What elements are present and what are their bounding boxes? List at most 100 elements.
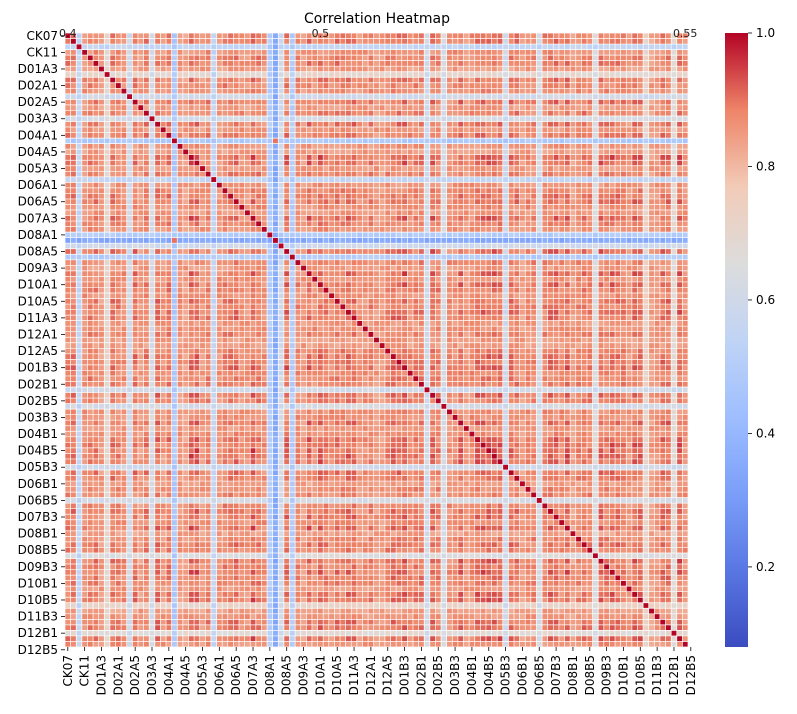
heatmap-cell [463, 60, 470, 67]
heatmap-cell [149, 127, 155, 133]
heatmap-cell [188, 93, 195, 100]
heatmap-cell [452, 104, 458, 111]
heatmap-cell [547, 49, 554, 56]
heatmap-cell [525, 243, 531, 249]
heatmap-cell [109, 204, 116, 211]
heatmap-cell [379, 88, 385, 94]
heatmap-cell [581, 121, 588, 128]
heatmap-cell [334, 104, 341, 111]
heatmap-cell [76, 243, 82, 249]
heatmap-cell [362, 121, 369, 128]
heatmap-cell [210, 71, 217, 78]
heatmap-cell [654, 171, 660, 177]
heatmap-cell [98, 226, 105, 233]
heatmap-cell [429, 55, 436, 61]
heatmap-cell [581, 127, 588, 133]
heatmap-cell [643, 132, 649, 139]
heatmap-cell [384, 182, 391, 188]
heatmap-cell [300, 138, 307, 144]
heatmap-cell [250, 104, 256, 111]
heatmap-cell [345, 265, 352, 271]
heatmap-cell [469, 88, 475, 94]
heatmap-cell [216, 132, 223, 139]
heatmap-cell [205, 44, 211, 50]
heatmap-cell [70, 265, 77, 271]
heatmap-cell [407, 221, 414, 227]
heatmap-cell [283, 182, 290, 188]
heatmap-cell [429, 138, 436, 144]
heatmap-cell [154, 127, 161, 133]
heatmap-cell [665, 138, 672, 144]
heatmap-cell [311, 226, 318, 233]
heatmap-cell [514, 115, 520, 122]
heatmap-cell [255, 82, 262, 89]
heatmap-cell [199, 66, 206, 72]
heatmap-cell [311, 110, 318, 117]
heatmap-cell [81, 127, 88, 133]
heatmap-cell [418, 265, 425, 271]
heatmap-cell [93, 204, 99, 211]
heatmap-cell [109, 66, 116, 72]
heatmap-cell [368, 132, 374, 139]
heatmap-cell [233, 198, 240, 205]
heatmap-cell [340, 270, 346, 277]
heatmap-cell [558, 143, 565, 150]
heatmap-cell [356, 60, 363, 67]
heatmap-cell [603, 149, 610, 155]
heatmap-cell [351, 210, 357, 216]
heatmap-cell [65, 226, 71, 233]
heatmap-cell [497, 60, 503, 67]
heatmap-cell [654, 138, 660, 144]
heatmap-cell [334, 259, 341, 266]
heatmap-cell [412, 127, 419, 133]
heatmap-cell [480, 66, 486, 72]
heatmap-cell [70, 49, 77, 56]
heatmap-cell [227, 193, 234, 199]
heatmap-cell [356, 237, 363, 244]
heatmap-cell [194, 49, 200, 56]
heatmap-cell [356, 93, 363, 100]
heatmap-cell [126, 127, 133, 133]
heatmap-cell [525, 127, 531, 133]
heatmap-cell [558, 55, 565, 61]
heatmap-cell [407, 254, 414, 260]
heatmap-cell [70, 171, 77, 177]
heatmap-cell [407, 171, 414, 177]
heatmap-cell [216, 44, 223, 50]
heatmap-cell [317, 138, 324, 144]
heatmap-cell [121, 127, 127, 133]
heatmap-cell [491, 115, 498, 122]
heatmap-cell [323, 193, 329, 199]
heatmap-cell [104, 182, 110, 188]
heatmap-cell [620, 115, 627, 122]
heatmap-cell [356, 182, 363, 188]
heatmap-cell [564, 221, 571, 227]
heatmap-cell [216, 193, 223, 199]
heatmap-cell [70, 276, 77, 282]
heatmap-cell [390, 88, 397, 94]
heatmap-cell [412, 165, 419, 172]
heatmap-cell [278, 110, 284, 117]
heatmap-cell [637, 104, 644, 111]
heatmap-cell [272, 276, 279, 282]
heatmap-cell [160, 237, 167, 244]
heatmap-cell [525, 160, 531, 166]
heatmap-cell [485, 121, 492, 128]
heatmap-cell [334, 55, 341, 61]
heatmap-cell [238, 77, 245, 83]
heatmap-cell [547, 270, 554, 277]
heatmap-cell [177, 265, 183, 271]
heatmap-cell [474, 44, 481, 50]
heatmap-cell [491, 127, 498, 133]
heatmap-cell [233, 254, 240, 260]
heatmap-cell [615, 182, 621, 188]
heatmap-cell [570, 82, 576, 89]
heatmap-cell [424, 60, 430, 67]
heatmap-cell [267, 82, 273, 89]
heatmap-cell [368, 93, 374, 100]
heatmap-cell [469, 276, 475, 282]
heatmap-cell [441, 171, 447, 177]
heatmap-cell [412, 115, 419, 122]
heatmap-cell [194, 132, 200, 139]
heatmap-cell [553, 265, 559, 271]
